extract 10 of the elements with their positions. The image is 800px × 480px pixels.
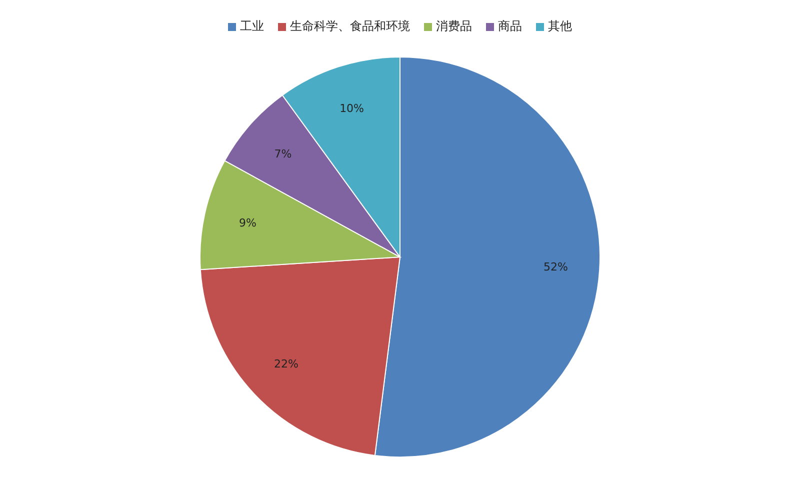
data-label: 9% xyxy=(239,216,256,230)
legend-label: 工业 xyxy=(240,18,264,35)
legend-label: 生命科学、食品和环境 xyxy=(290,18,410,35)
data-label: 7% xyxy=(274,147,292,160)
legend-label: 商品 xyxy=(498,18,522,35)
data-label: 22% xyxy=(274,357,299,370)
data-label: 10% xyxy=(340,102,364,116)
legend-label: 其他 xyxy=(548,18,572,35)
legend-label: 消费品 xyxy=(436,18,472,35)
data-label: 52% xyxy=(543,260,568,274)
